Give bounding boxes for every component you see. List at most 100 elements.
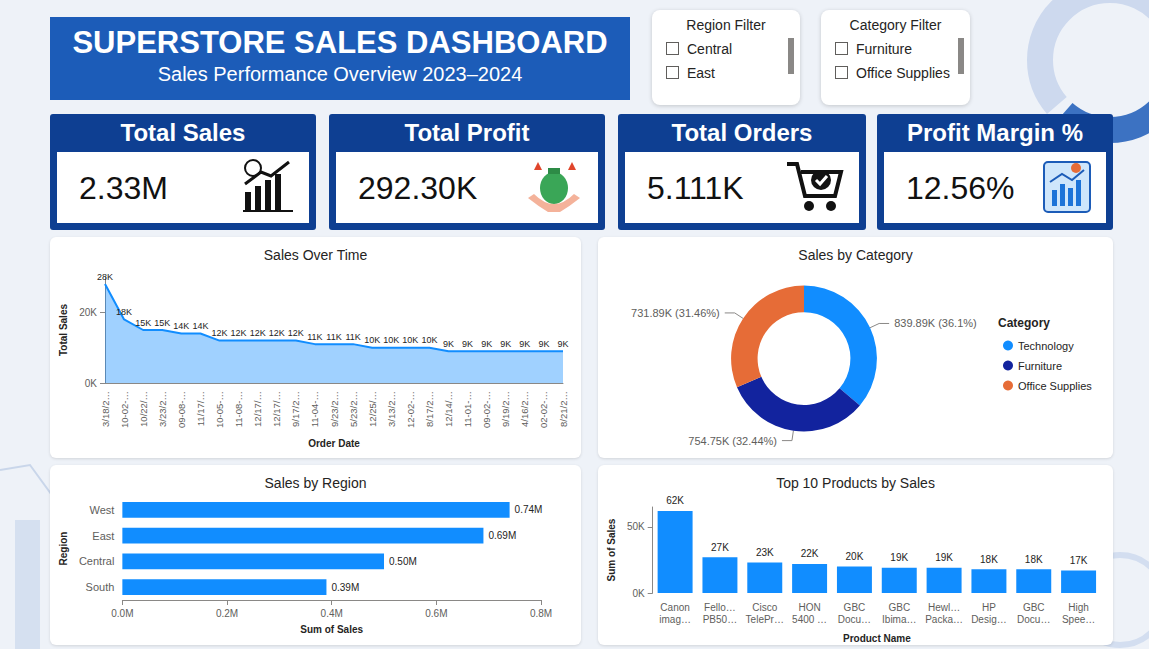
svg-text:9K: 9K <box>481 339 492 349</box>
svg-text:19K: 19K <box>890 552 908 563</box>
svg-text:11K: 11K <box>307 332 322 342</box>
svg-text:0.39M: 0.39M <box>331 582 359 593</box>
svg-text:High: High <box>1068 602 1089 613</box>
svg-text:10K: 10K <box>402 335 418 345</box>
svg-text:0K: 0K <box>85 378 98 389</box>
svg-text:0.2M: 0.2M <box>216 608 238 619</box>
svg-text:14K: 14K <box>173 321 189 331</box>
svg-text:Hewl…: Hewl… <box>928 602 960 613</box>
svg-text:0K: 0K <box>632 588 645 599</box>
svg-text:28K: 28K <box>97 272 113 282</box>
svg-text:18K: 18K <box>1025 554 1043 565</box>
svg-text:Spee…: Spee… <box>1062 614 1095 625</box>
svg-text:Sales Over Time: Sales Over Time <box>264 247 368 263</box>
svg-text:0.74M: 0.74M <box>515 504 543 515</box>
svg-text:18K: 18K <box>116 307 132 317</box>
svg-text:12-02-…: 12-02-… <box>405 391 416 428</box>
svg-text:3/18/2…: 3/18/2… <box>100 391 111 427</box>
svg-text:11-08-…: 11-08-… <box>233 391 244 427</box>
svg-text:11/17/…: 11/17/… <box>195 391 206 426</box>
svg-text:10K: 10K <box>421 335 437 345</box>
svg-text:09-08-…: 09-08-… <box>176 391 187 428</box>
svg-text:9K: 9K <box>538 339 549 349</box>
svg-text:11-04-…: 11-04-… <box>309 391 320 427</box>
svg-text:22K: 22K <box>801 548 819 559</box>
svg-text:Canon: Canon <box>660 602 689 613</box>
svg-text:20K: 20K <box>79 307 97 318</box>
svg-text:12K: 12K <box>211 328 227 338</box>
svg-text:Sales by Category: Sales by Category <box>798 247 912 263</box>
svg-text:12K: 12K <box>269 328 285 338</box>
svg-text:20K: 20K <box>846 551 864 562</box>
svg-text:0.69M: 0.69M <box>488 530 516 541</box>
svg-text:0.50M: 0.50M <box>389 556 417 567</box>
svg-text:754.75K (32.44%): 754.75K (32.44%) <box>688 435 777 447</box>
svg-text:Packa…: Packa… <box>925 614 963 625</box>
svg-text:3/23/2…: 3/23/2… <box>157 391 168 427</box>
svg-text:Total Sales: Total Sales <box>58 304 69 356</box>
svg-text:Ibima…: Ibima… <box>882 614 916 625</box>
svg-text:0.0M: 0.0M <box>111 608 133 619</box>
svg-text:12/25/…: 12/25/… <box>367 391 378 427</box>
svg-text:Sales by Region: Sales by Region <box>265 475 367 491</box>
svg-text:12K: 12K <box>231 328 247 338</box>
svg-text:19K: 19K <box>935 552 953 563</box>
svg-text:Desig…: Desig… <box>971 614 1007 625</box>
svg-text:HP: HP <box>982 602 996 613</box>
svg-text:5/23/2…: 5/23/2… <box>348 391 359 427</box>
svg-text:10K: 10K <box>383 335 399 345</box>
svg-text:14K: 14K <box>192 321 208 331</box>
svg-text:Office Supplies: Office Supplies <box>1018 380 1092 392</box>
svg-text:Technology: Technology <box>1018 340 1074 352</box>
svg-text:10/22/…: 10/22/… <box>138 391 149 427</box>
svg-text:Docu…: Docu… <box>838 614 871 625</box>
svg-text:GBC: GBC <box>888 602 910 613</box>
svg-text:Central: Central <box>79 555 114 567</box>
svg-text:West: West <box>90 504 115 516</box>
svg-text:11-01-…: 11-01-… <box>462 391 473 427</box>
svg-text:23K: 23K <box>756 547 774 558</box>
svg-text:9/19/2…: 9/19/2… <box>500 391 511 427</box>
svg-text:GBC: GBC <box>1023 602 1045 613</box>
svg-text:Cisco: Cisco <box>752 602 777 613</box>
svg-text:50K: 50K <box>627 521 645 532</box>
svg-text:0.6M: 0.6M <box>425 608 447 619</box>
svg-text:10K: 10K <box>364 335 380 345</box>
svg-text:Top 10 Products by Sales: Top 10 Products by Sales <box>776 475 935 491</box>
svg-text:GBC: GBC <box>844 602 866 613</box>
svg-text:5400 …: 5400 … <box>792 614 827 625</box>
svg-text:09-02-…: 09-02-… <box>481 391 492 428</box>
svg-text:3/13/2…: 3/13/2… <box>386 391 397 427</box>
svg-text:15K: 15K <box>154 318 170 328</box>
svg-text:9K: 9K <box>443 339 454 349</box>
svg-text:South: South <box>86 581 115 593</box>
svg-text:11K: 11K <box>326 332 341 342</box>
svg-text:9K: 9K <box>462 339 473 349</box>
svg-text:17K: 17K <box>1070 555 1088 566</box>
svg-text:Order Date: Order Date <box>308 438 360 449</box>
svg-text:East: East <box>92 530 114 542</box>
svg-text:731.89K (31.46%): 731.89K (31.46%) <box>631 307 720 319</box>
svg-text:9/17/2…: 9/17/2… <box>290 391 301 427</box>
svg-text:8/21/2…: 8/21/2… <box>558 391 569 427</box>
svg-text:TelePr…: TelePr… <box>746 614 784 625</box>
svg-text:9K: 9K <box>519 339 530 349</box>
svg-text:02-02-…: 02-02-… <box>538 391 549 428</box>
svg-text:12K: 12K <box>288 328 304 338</box>
svg-text:27K: 27K <box>711 542 729 553</box>
svg-text:PB50…: PB50… <box>703 614 737 625</box>
svg-text:8/17/2…: 8/17/2… <box>424 391 435 427</box>
svg-text:imag…: imag… <box>659 614 691 625</box>
svg-text:Sum of Sales: Sum of Sales <box>606 518 617 581</box>
svg-text:9K: 9K <box>500 339 511 349</box>
svg-text:Region: Region <box>58 532 69 566</box>
svg-text:Sum of Sales: Sum of Sales <box>300 624 363 635</box>
svg-text:Category: Category <box>998 316 1050 330</box>
svg-text:Furniture: Furniture <box>1018 360 1062 372</box>
svg-text:9/23/2…: 9/23/2… <box>329 391 340 427</box>
svg-text:12/17/…: 12/17/… <box>271 391 282 427</box>
svg-text:0.4M: 0.4M <box>321 608 343 619</box>
svg-text:11K: 11K <box>345 332 360 342</box>
svg-text:839.89K (36.1%): 839.89K (36.1%) <box>894 317 977 329</box>
svg-text:12/17/…: 12/17/… <box>252 391 263 427</box>
